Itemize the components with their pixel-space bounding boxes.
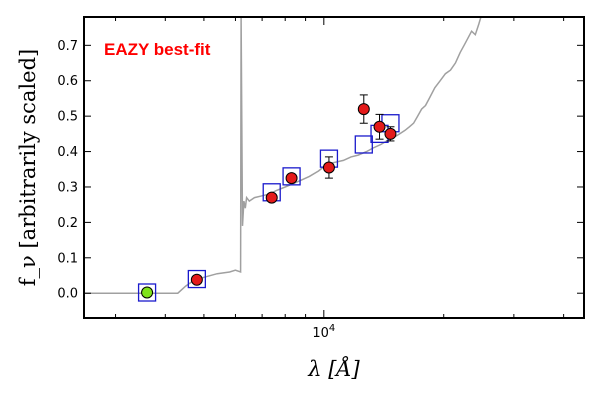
model-photometry-square: [282, 167, 301, 186]
observed-point: [357, 103, 370, 116]
y-tick-label: 0.4: [57, 145, 78, 160]
y-tick-label: 0.3: [57, 180, 78, 195]
plot-content: [84, 17, 482, 302]
y-tick-label: 0.1: [57, 251, 78, 266]
x-axis-label: λ [Å]: [307, 356, 360, 381]
model-spectrum-line: [84, 17, 482, 294]
y-tick-label: 0.5: [57, 110, 78, 125]
y-tick-label: 0.0: [57, 287, 78, 302]
axis-ticks: 0.0 0.1 0.2 0.3 0.4 0.5 0.6 0.7 104: [57, 17, 584, 341]
observed-point: [265, 191, 278, 204]
x-tick-label-exponent: 4: [329, 323, 335, 334]
x-tick-label-base: 10: [312, 326, 329, 341]
plot-frame: [83, 16, 585, 319]
y-tick-label: 0.2: [57, 216, 78, 231]
observed-point: [285, 172, 298, 185]
y-axis-label-text: f_ν [arbitrarily scaled]: [16, 49, 40, 286]
annotation-eazy-best-fit: EAZY best-fit: [104, 40, 211, 59]
y-tick-label: 0.7: [57, 39, 78, 54]
model-photometry-square: [354, 135, 373, 154]
observed-point: [190, 273, 203, 286]
x-axis-label-text: λ [Å]: [307, 356, 360, 381]
observed-point: [384, 127, 397, 140]
y-tick-label: 0.6: [57, 74, 78, 89]
y-axis-label: f_ν [arbitrarily scaled]: [16, 49, 40, 286]
model-photometry-square: [137, 283, 157, 302]
observed-point: [322, 161, 335, 174]
observed-point: [373, 120, 386, 133]
upper-limit-point: [141, 286, 154, 299]
model-photometry-square: [187, 269, 206, 289]
plot-area: [84, 17, 482, 302]
x-tick-label: 104: [312, 323, 335, 341]
